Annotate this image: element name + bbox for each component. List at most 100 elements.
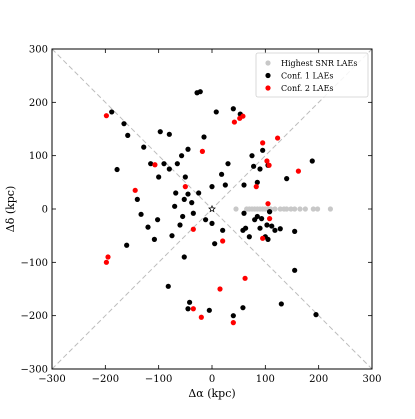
point-series3-19 — [103, 259, 109, 265]
x-tick-label: 200 — [309, 374, 328, 385]
point-series3-25 — [242, 275, 248, 281]
point-series2-34 — [257, 166, 263, 172]
point-series2-23 — [189, 200, 195, 206]
point-series2-22 — [185, 191, 191, 197]
point-series2-32 — [249, 153, 255, 159]
point-series2-20 — [185, 146, 191, 152]
point-series2-78 — [206, 307, 212, 313]
legend-marker-1 — [265, 60, 271, 66]
point-series1-19 — [302, 206, 308, 212]
point-series2-16 — [161, 161, 167, 167]
point-series2-52 — [209, 220, 215, 226]
point-series2-61 — [257, 225, 263, 231]
point-series2-75 — [181, 254, 187, 260]
point-series2-47 — [169, 233, 175, 239]
point-series3-4 — [132, 187, 138, 193]
y-tick-label: 0 — [42, 205, 48, 216]
x-tick-label: 300 — [362, 374, 381, 385]
point-series1-16 — [288, 206, 294, 212]
point-series2-38 — [284, 176, 290, 182]
point-series3-1 — [103, 113, 109, 119]
point-series2-41 — [134, 196, 140, 202]
center-marker — [208, 204, 216, 213]
point-series2-36 — [254, 179, 260, 185]
y-tick-label: 300 — [29, 45, 48, 56]
point-series2-64 — [264, 222, 270, 228]
point-series1-21 — [315, 206, 321, 212]
x-tick-label: −100 — [145, 374, 172, 385]
point-series2-5 — [148, 161, 154, 167]
point-series2-40 — [114, 166, 120, 173]
point-series2-3 — [125, 132, 131, 138]
point-series2-58 — [246, 234, 252, 240]
point-series2-33 — [251, 163, 257, 169]
point-series3-3 — [152, 162, 158, 168]
point-series3-15 — [265, 201, 271, 207]
point-series2-43 — [145, 224, 151, 230]
point-series2-44 — [151, 236, 157, 242]
legend: Highest SNR LAEs Conf. 1 LAEs Conf. 2 LAEs — [255, 52, 369, 98]
x-axis-label: Δα (kpc) — [188, 387, 235, 400]
point-series2-17 — [173, 190, 179, 196]
point-series1-1 — [233, 206, 239, 212]
point-series2-12 — [197, 89, 203, 95]
legend-label-2: Conf. 1 LAEs — [281, 72, 334, 81]
point-series2-71 — [292, 267, 298, 273]
point-series2-29 — [230, 106, 236, 112]
point-series2-8 — [166, 166, 172, 172]
point-series2-73 — [313, 312, 319, 318]
legend-label-1: Highest SNR LAEs — [281, 59, 358, 68]
point-series3-14 — [253, 184, 259, 190]
y-tick-label: −100 — [21, 258, 48, 269]
point-series2-6 — [157, 129, 163, 135]
point-series2-26 — [219, 171, 225, 177]
point-series2-49 — [180, 213, 186, 220]
point-series2-74 — [165, 283, 171, 289]
point-series3-24 — [230, 320, 236, 326]
point-series2-27 — [222, 182, 228, 188]
data-points — [103, 89, 333, 326]
point-series3-7 — [231, 119, 237, 125]
point-series3-11 — [264, 158, 270, 164]
point-series1-12 — [272, 206, 278, 212]
legend-box — [255, 52, 369, 98]
point-series2-70 — [292, 228, 298, 234]
point-series2-25 — [209, 184, 215, 190]
point-series2-31 — [241, 182, 247, 188]
point-series2-19 — [181, 196, 187, 202]
point-series1-17 — [292, 206, 298, 212]
axis-ticks: −300 −200 −100 0 100 200 300 −300 −200 −100 0 100 20… — [21, 45, 382, 386]
point-series2-45 — [124, 242, 130, 248]
point-series2-46 — [155, 217, 161, 223]
point-series3-9 — [240, 113, 246, 119]
point-series2-15 — [156, 174, 162, 180]
point-series2-53 — [220, 227, 226, 233]
point-series2-28 — [225, 161, 231, 167]
y-axis-label: Δδ (kpc) — [4, 186, 17, 233]
point-series2-24 — [196, 190, 202, 196]
legend-marker-2 — [265, 72, 271, 79]
y-tick-label: 100 — [29, 151, 48, 162]
point-series3-26 — [267, 216, 273, 222]
x-tick-label: −200 — [92, 374, 119, 385]
point-series2-68 — [272, 227, 278, 233]
point-series2-55 — [241, 210, 247, 216]
point-series3-13 — [275, 135, 281, 141]
point-series3-22 — [198, 314, 204, 320]
point-series2-80 — [240, 305, 246, 311]
point-series2-81 — [267, 209, 273, 215]
point-series3-6 — [190, 226, 196, 232]
point-series2-9 — [174, 161, 180, 167]
point-series2-21 — [172, 203, 178, 209]
point-series2-62 — [259, 216, 265, 222]
point-series3-16 — [220, 238, 226, 244]
point-series2-14 — [213, 109, 219, 115]
y-tick-label: −300 — [21, 365, 48, 376]
x-tick-label: −300 — [38, 374, 65, 385]
point-series3-5 — [182, 184, 188, 190]
point-series2-10 — [179, 153, 185, 159]
point-series3-18 — [295, 168, 301, 174]
point-series1-20 — [310, 206, 316, 212]
